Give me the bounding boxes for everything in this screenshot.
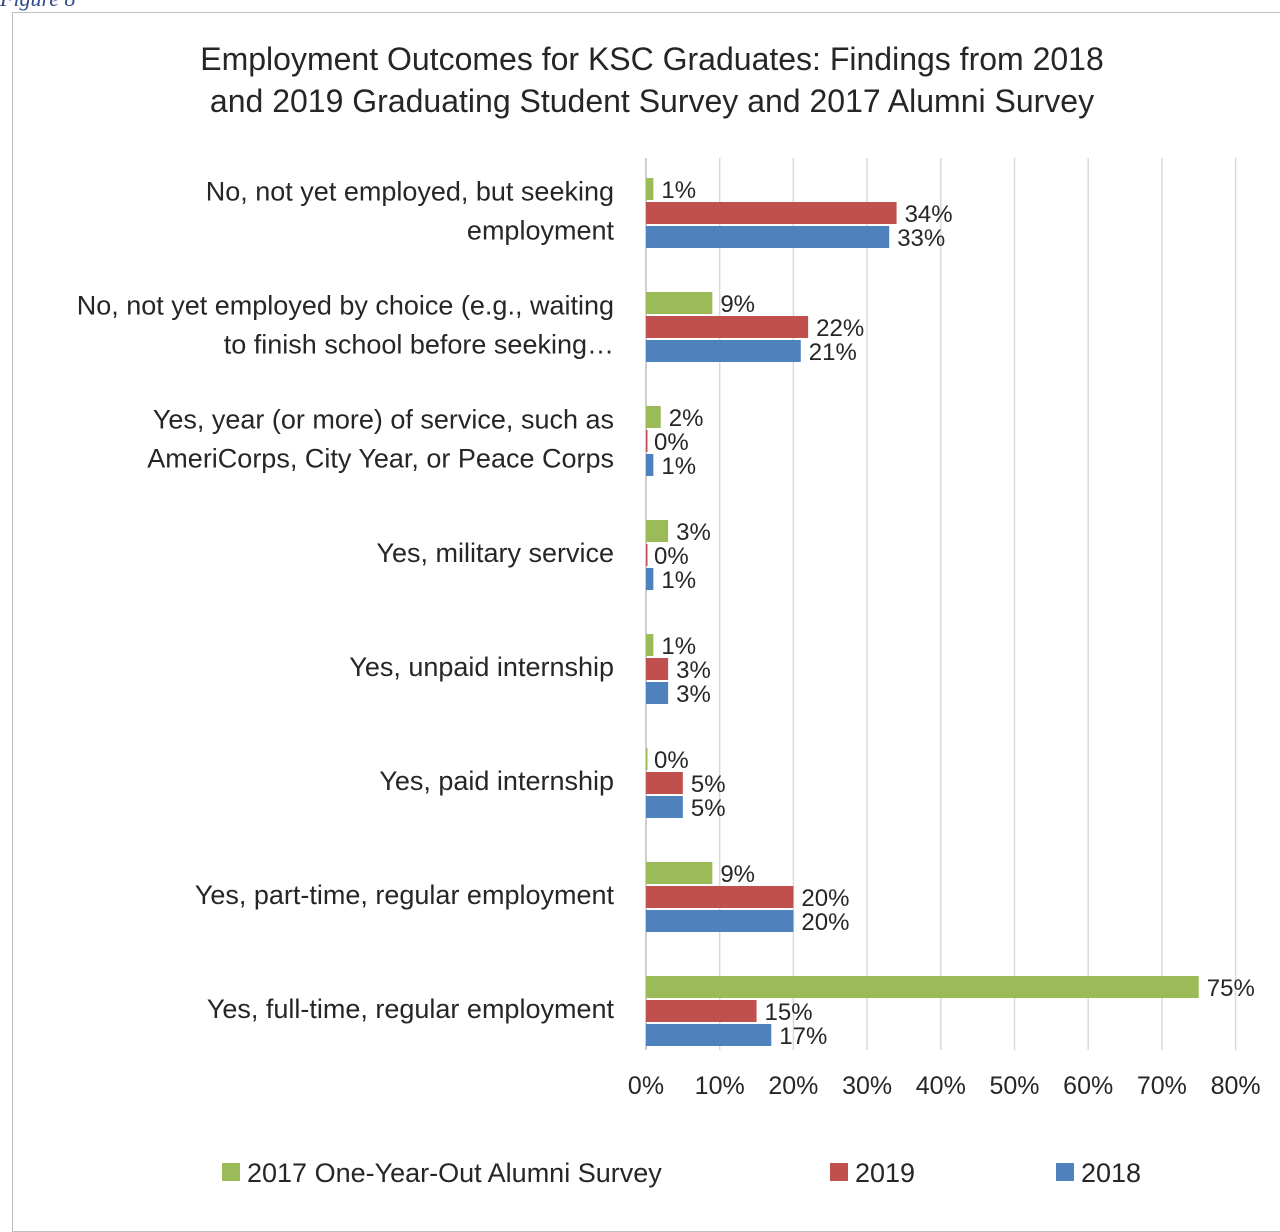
bar <box>646 292 713 314</box>
data-label: 1% <box>661 567 696 594</box>
category-label: employment <box>467 216 615 246</box>
x-tick-label: 20% <box>768 1072 818 1100</box>
bar <box>646 796 683 818</box>
data-label: 21% <box>809 339 857 366</box>
category-label: Yes, year (or more) of service, such as <box>153 405 614 435</box>
chart-title: Employment Outcomes for KSC Graduates: F… <box>0 38 1280 122</box>
data-label: 75% <box>1207 975 1255 1002</box>
x-tick-label: 80% <box>1211 1072 1261 1100</box>
chart-title-line-2: and 2019 Graduating Student Survey and 2… <box>209 83 1095 119</box>
legend-swatch <box>1056 1163 1074 1181</box>
category-label: Yes, part-time, regular employment <box>195 880 615 910</box>
data-label: 0% <box>654 747 689 774</box>
x-tick-label: 60% <box>1063 1072 1113 1100</box>
category-label: Yes, full-time, regular employment <box>207 994 615 1024</box>
legend-swatch <box>830 1163 848 1181</box>
bar <box>646 316 809 338</box>
data-label: 3% <box>676 681 711 708</box>
legend-label: 2018 <box>1081 1158 1141 1188</box>
category-label: to finish school before seeking… <box>224 330 614 360</box>
legend-label: 2017 One-Year-Out Alumni Survey <box>247 1158 662 1188</box>
data-label: 33% <box>897 225 945 252</box>
category-label: Yes, paid internship <box>379 766 614 796</box>
category-label: No, not yet employed by choice (e.g., wa… <box>77 291 614 321</box>
data-label: 9% <box>720 861 755 888</box>
data-label: 20% <box>801 909 849 936</box>
bar <box>646 430 648 452</box>
legend-swatch <box>222 1163 240 1181</box>
bar <box>646 682 669 704</box>
x-tick-label: 40% <box>916 1072 966 1100</box>
data-label: 15% <box>765 999 813 1026</box>
bar <box>646 406 661 428</box>
bar <box>646 544 648 566</box>
bar <box>646 226 890 248</box>
data-label: 5% <box>691 771 726 798</box>
category-label: No, not yet employed, but seeking <box>206 177 614 207</box>
data-label: 20% <box>801 885 849 912</box>
x-tick-label: 10% <box>695 1072 745 1100</box>
x-tick-label: 50% <box>989 1072 1039 1100</box>
bar <box>646 1024 772 1046</box>
bar <box>646 178 654 200</box>
chart-title-line-1: Employment Outcomes for KSC Graduates: F… <box>200 41 1104 77</box>
x-tick-label: 0% <box>628 1072 664 1100</box>
data-label: 22% <box>816 315 864 342</box>
data-label: 5% <box>691 795 726 822</box>
bar <box>646 568 654 590</box>
bar <box>646 862 713 884</box>
data-label: 17% <box>779 1023 827 1050</box>
category-label: Yes, unpaid internship <box>349 652 614 682</box>
data-label: 3% <box>676 657 711 684</box>
bar <box>646 520 669 542</box>
data-label: 0% <box>654 543 689 570</box>
category-label: AmeriCorps, City Year, or Peace Corps <box>147 444 614 474</box>
category-label: Yes, military service <box>376 538 614 568</box>
data-label: 1% <box>661 177 696 204</box>
data-label: 2% <box>669 405 704 432</box>
bar <box>646 340 801 362</box>
bar <box>646 658 669 680</box>
legend-label: 2019 <box>855 1158 915 1188</box>
bar <box>646 748 648 770</box>
data-label: 34% <box>905 201 953 228</box>
x-tick-label: 30% <box>842 1072 892 1100</box>
bar <box>646 634 654 656</box>
figure-caption: Figure 8 <box>0 0 76 12</box>
bar <box>646 910 794 932</box>
bar <box>646 772 683 794</box>
data-label: 1% <box>661 453 696 480</box>
data-label: 3% <box>676 519 711 546</box>
bar <box>646 454 654 476</box>
bar <box>646 1000 757 1022</box>
bar <box>646 202 897 224</box>
x-tick-label: 70% <box>1137 1072 1187 1100</box>
bar <box>646 886 794 908</box>
data-label: 1% <box>661 633 696 660</box>
data-label: 0% <box>654 429 689 456</box>
bar <box>646 976 1199 998</box>
data-label: 9% <box>720 291 755 318</box>
